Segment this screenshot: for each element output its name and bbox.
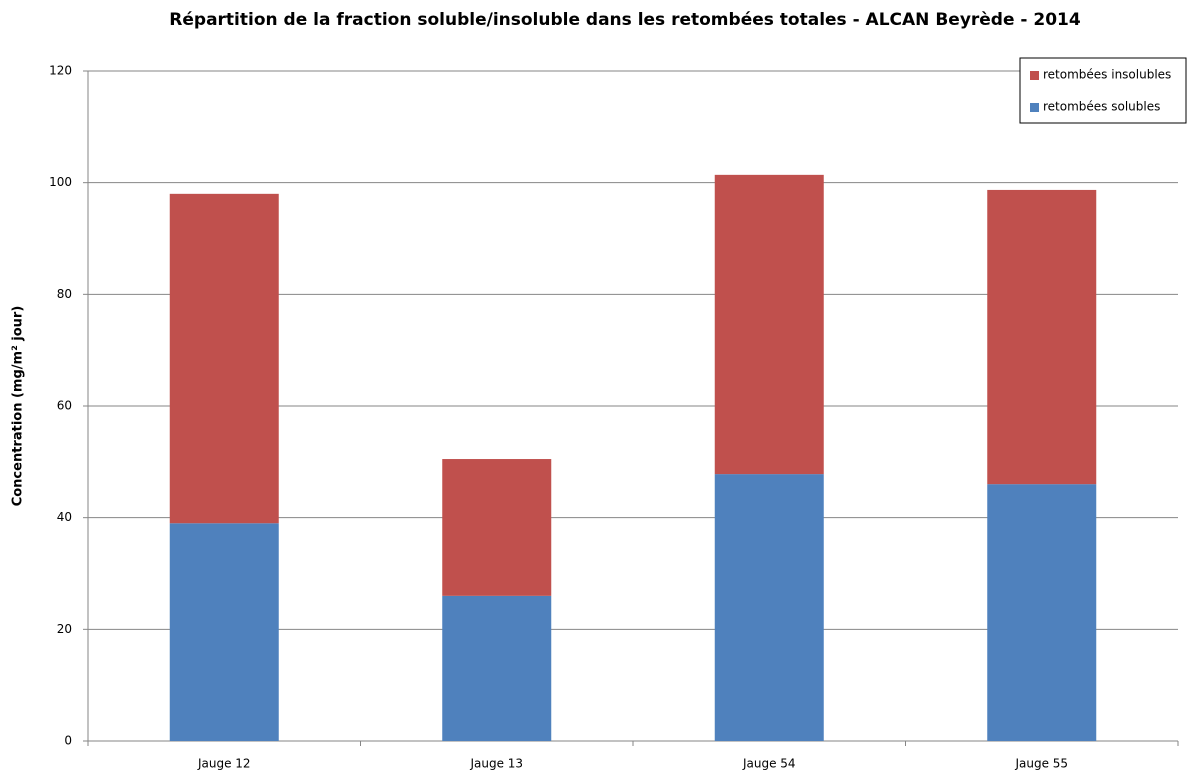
y-tick-label: 80 (57, 287, 72, 301)
legend-label: retombées insolubles (1043, 68, 1171, 82)
x-tick-label: Jauge 13 (469, 757, 523, 771)
y-tick-label: 100 (49, 175, 72, 189)
y-tick-label: 20 (57, 622, 72, 636)
y-tick-label: 0 (64, 734, 72, 748)
bar-segment (442, 459, 552, 596)
bar-segment (442, 595, 552, 741)
x-tick-label: Jauge 12 (197, 757, 251, 771)
legend-box (1019, 57, 1187, 124)
bar-segment (714, 174, 824, 475)
bar-segment (169, 523, 279, 741)
y-tick-label: 60 (57, 399, 72, 413)
y-tick-label: 40 (57, 510, 72, 524)
bar-segment (169, 193, 279, 524)
legend-swatch (1030, 103, 1039, 112)
legend-swatch (1030, 71, 1039, 80)
legend-label: retombées solubles (1043, 100, 1160, 114)
bar-segment (714, 474, 824, 741)
x-tick-label: Jauge 54 (742, 757, 796, 771)
bar-segment (987, 189, 1097, 485)
bar-segment (987, 484, 1097, 741)
x-tick-label: Jauge 55 (1014, 757, 1068, 771)
y-axis-label: Concentration (mg/m² jour) (11, 306, 26, 507)
chart-title: Répartition de la fraction soluble/insol… (169, 10, 1081, 30)
y-tick-label: 120 (49, 64, 72, 78)
